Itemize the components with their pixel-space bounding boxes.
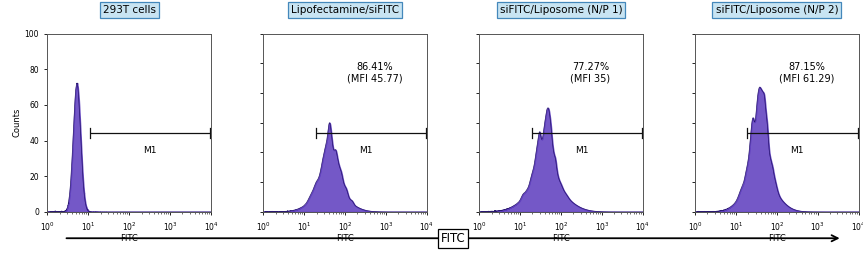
X-axis label: FITC: FITC — [337, 234, 354, 243]
X-axis label: FITC: FITC — [768, 234, 786, 243]
Text: 293T cells: 293T cells — [103, 5, 155, 15]
Text: Lipofectamine/siFITC: Lipofectamine/siFITC — [291, 5, 400, 15]
Text: 86.41%
(MFI 45.77): 86.41% (MFI 45.77) — [347, 62, 402, 84]
Text: M1: M1 — [575, 146, 589, 155]
X-axis label: FITC: FITC — [552, 234, 570, 243]
Y-axis label: Counts: Counts — [13, 108, 22, 138]
Text: M1: M1 — [791, 146, 804, 155]
Text: 87.15%
(MFI 61.29): 87.15% (MFI 61.29) — [778, 62, 834, 84]
Text: siFITC/Liposome (N/P 1): siFITC/Liposome (N/P 1) — [500, 5, 622, 15]
Text: FITC: FITC — [441, 232, 465, 245]
Text: M1: M1 — [359, 146, 372, 155]
Text: 77.27%
(MFI 35): 77.27% (MFI 35) — [570, 62, 610, 84]
Text: M1: M1 — [143, 146, 156, 155]
X-axis label: FITC: FITC — [120, 234, 138, 243]
Text: siFITC/Liposome (N/P 2): siFITC/Liposome (N/P 2) — [715, 5, 838, 15]
